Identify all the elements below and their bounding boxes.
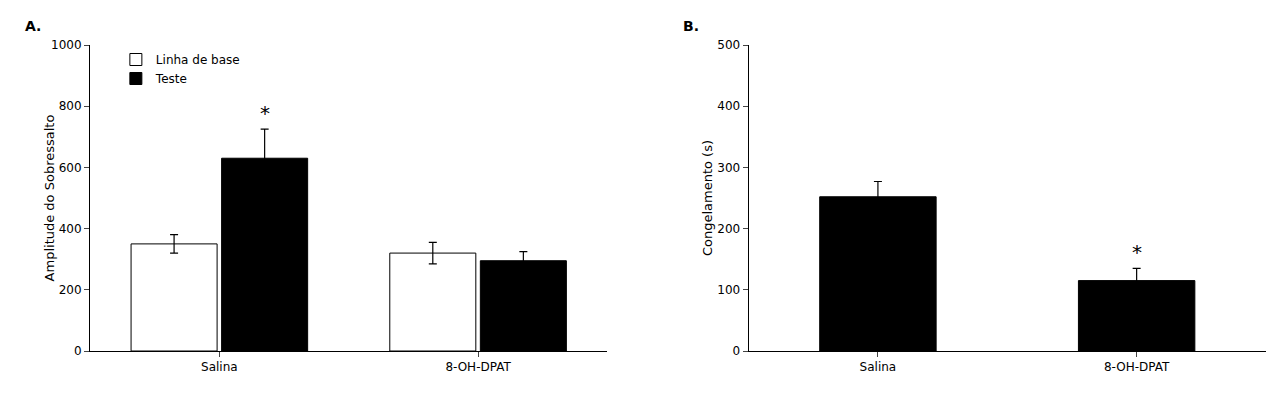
svg-text:400: 400 (59, 222, 82, 236)
svg-text:Salina: Salina (201, 360, 238, 374)
svg-text:B.: B. (683, 18, 699, 34)
svg-text:1000: 1000 (51, 38, 82, 52)
svg-text:600: 600 (59, 161, 82, 175)
svg-text:Amplitude do Sobressalto: Amplitude do Sobressalto (42, 115, 57, 282)
svg-text:0: 0 (733, 344, 741, 358)
svg-text:800: 800 (59, 99, 82, 113)
svg-text:400: 400 (717, 99, 740, 113)
svg-text:Linha de base: Linha de base (156, 53, 240, 67)
svg-text:200: 200 (59, 283, 82, 297)
svg-text:8-OH-DPAT: 8-OH-DPAT (1104, 360, 1170, 374)
svg-text:*: * (260, 101, 270, 125)
svg-text:200: 200 (717, 222, 740, 236)
svg-text:100: 100 (717, 283, 740, 297)
svg-text:500: 500 (717, 38, 740, 52)
svg-text:*: * (1132, 240, 1142, 264)
svg-text:0: 0 (74, 344, 82, 358)
svg-text:300: 300 (717, 161, 740, 175)
svg-text:Teste: Teste (155, 72, 187, 86)
svg-text:A.: A. (25, 18, 41, 34)
svg-text:Salina: Salina (860, 360, 897, 374)
svg-text:8-OH-DPAT: 8-OH-DPAT (445, 360, 511, 374)
svg-text:Congelamento (s): Congelamento (s) (700, 140, 715, 256)
